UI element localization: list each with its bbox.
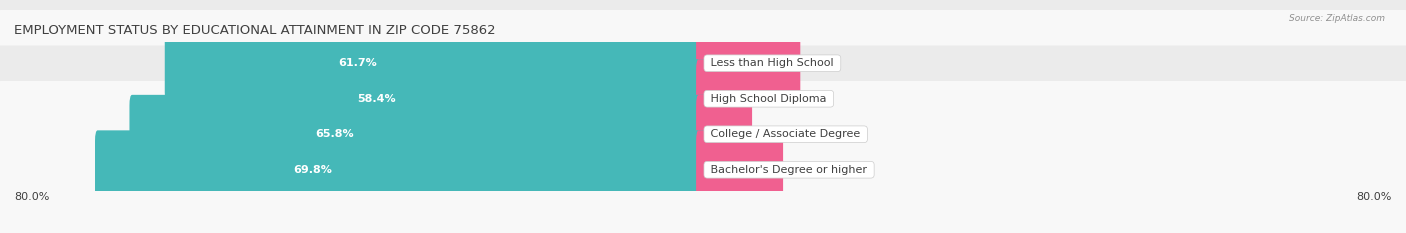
FancyBboxPatch shape	[129, 95, 710, 174]
FancyBboxPatch shape	[696, 59, 752, 138]
FancyBboxPatch shape	[696, 130, 783, 209]
FancyBboxPatch shape	[0, 81, 1406, 233]
FancyBboxPatch shape	[0, 10, 1406, 188]
FancyBboxPatch shape	[165, 24, 710, 103]
Text: Source: ZipAtlas.com: Source: ZipAtlas.com	[1289, 14, 1385, 23]
Text: 65.8%: 65.8%	[315, 129, 354, 139]
Text: 4.9%: 4.9%	[755, 94, 785, 104]
Text: 69.8%: 69.8%	[292, 165, 332, 175]
Text: 3.6%: 3.6%	[744, 129, 772, 139]
Text: High School Diploma: High School Diploma	[707, 94, 831, 104]
Text: Less than High School: Less than High School	[707, 58, 838, 68]
FancyBboxPatch shape	[0, 45, 1406, 223]
FancyBboxPatch shape	[696, 24, 800, 103]
Text: 80.0%: 80.0%	[1357, 192, 1392, 202]
FancyBboxPatch shape	[0, 0, 1406, 152]
Text: EMPLOYMENT STATUS BY EDUCATIONAL ATTAINMENT IN ZIP CODE 75862: EMPLOYMENT STATUS BY EDUCATIONAL ATTAINM…	[14, 24, 496, 37]
Text: 58.4%: 58.4%	[357, 94, 395, 104]
Text: 10.5%: 10.5%	[804, 58, 839, 68]
FancyBboxPatch shape	[193, 59, 710, 138]
Text: Bachelor's Degree or higher: Bachelor's Degree or higher	[707, 165, 870, 175]
Text: 80.0%: 80.0%	[14, 192, 49, 202]
Text: College / Associate Degree: College / Associate Degree	[707, 129, 865, 139]
FancyBboxPatch shape	[696, 95, 741, 174]
FancyBboxPatch shape	[96, 130, 710, 209]
Text: 61.7%: 61.7%	[339, 58, 377, 68]
Text: 8.5%: 8.5%	[786, 165, 815, 175]
